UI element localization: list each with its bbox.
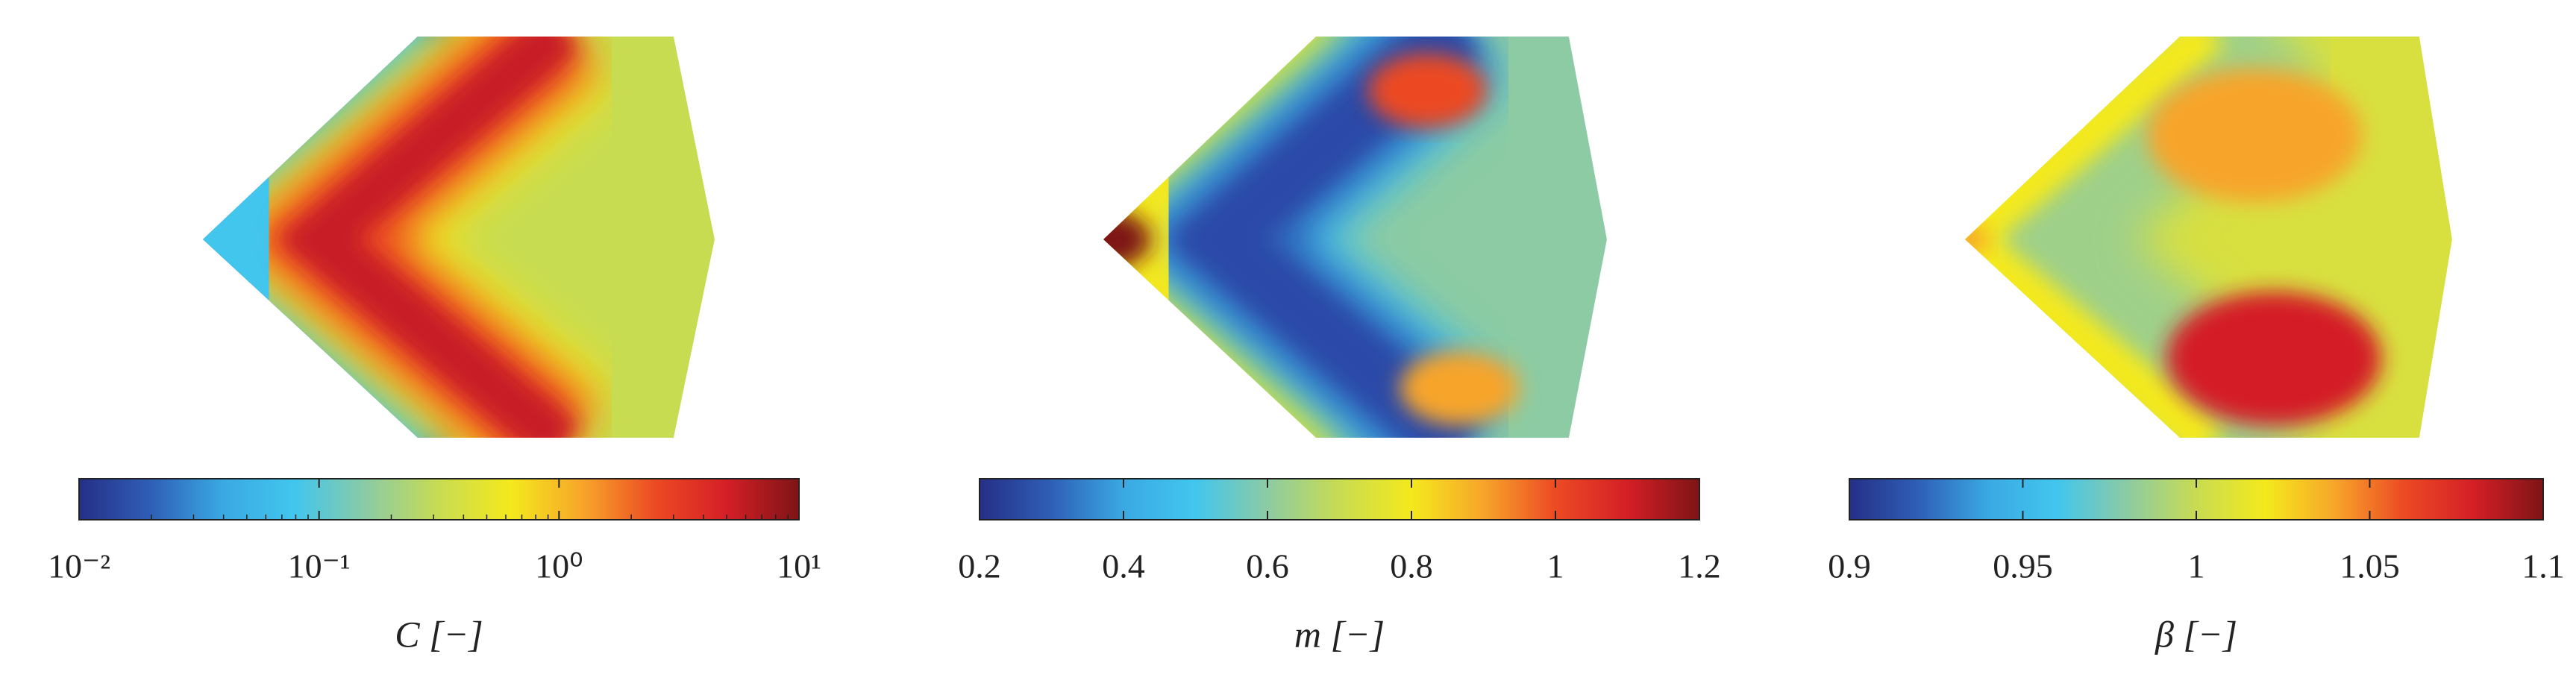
field-band [278, 37, 580, 438]
field-spot [1367, 53, 1488, 128]
field-band [1965, 37, 2225, 438]
tick-label: 0.4 [1102, 547, 1145, 585]
colorbar-label: C [−] [395, 613, 483, 655]
panel: 0.9 0.95 1 1.05 1.1 β [−] [1828, 37, 2565, 655]
tick-label: 1 [1547, 547, 1564, 585]
field-spot [2166, 291, 2382, 426]
field [203, 37, 715, 438]
tick-label: 1.05 [2340, 547, 2400, 585]
tick-label: 10⁻² [48, 547, 110, 585]
tick-label: 0.9 [1828, 547, 1871, 585]
tick-label: 0.2 [958, 547, 1001, 585]
tick-label: 1.2 [1678, 547, 1721, 585]
colorbar [979, 478, 1700, 520]
field-spot [1103, 210, 1151, 269]
panel: 0.2 0.4 0.6 0.8 1 1.2 m [−] [958, 37, 1721, 655]
tick-label: 1 [2188, 547, 2205, 585]
tick-label: 1.1 [2522, 547, 2565, 585]
tick-label: 10⁻¹ [288, 547, 351, 585]
colorbar [78, 478, 800, 520]
panel: 10⁻² 10⁻¹ 10⁰ 10¹ C [−] [48, 37, 821, 655]
tick-label: 10¹ [777, 547, 821, 585]
field [1103, 37, 1607, 438]
colorbar-label: m [−] [1294, 613, 1385, 655]
tick-label: 0.95 [1993, 547, 2053, 585]
field [1965, 37, 2452, 438]
tick-label: 0.8 [1390, 547, 1433, 585]
tick-label: 10⁰ [535, 547, 583, 585]
field-spot [1965, 224, 1989, 254]
field-spot [1400, 350, 1520, 426]
colorbar-label: β [−] [2154, 613, 2237, 655]
tick-label: 0.6 [1246, 547, 1289, 585]
field-spot [2147, 68, 2363, 203]
